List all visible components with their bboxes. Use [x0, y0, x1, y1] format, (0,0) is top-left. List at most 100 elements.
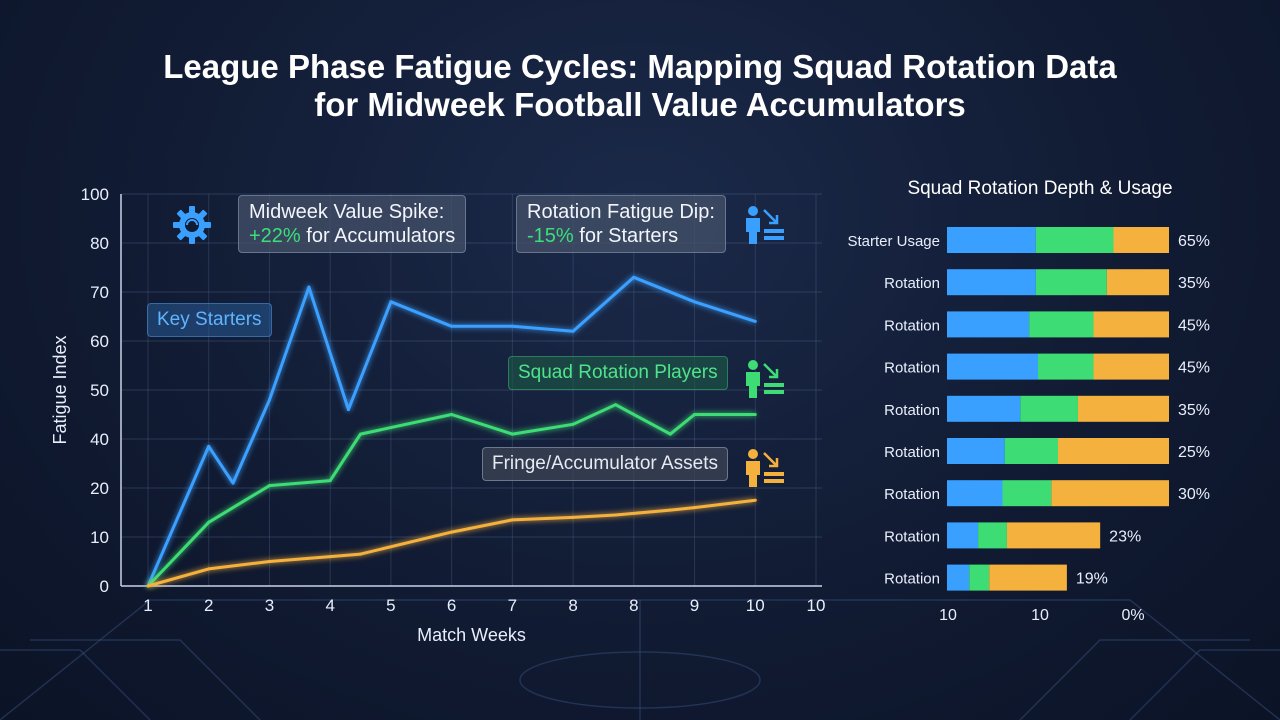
x-tick-label: 4 — [325, 596, 334, 615]
spike-callout-text: for Accumulators — [300, 225, 456, 247]
series-point-2 — [571, 515, 575, 519]
gear-icon — [173, 206, 211, 244]
series-label-fringe-assets: Fringe/Accumulator Assets — [482, 447, 728, 481]
starter-player-icon — [746, 206, 784, 244]
bar-segment — [947, 522, 979, 549]
bar-value-label: 65% — [1178, 233, 1210, 250]
bar-segment — [1004, 438, 1058, 464]
series-point-2 — [450, 530, 454, 534]
series-point-0 — [693, 300, 697, 304]
bar-value-label: 30% — [1178, 486, 1210, 503]
series-point-1 — [510, 432, 514, 436]
x-axis-label: Match Weeks — [417, 625, 526, 645]
bar-segment — [1038, 353, 1094, 380]
bar-segment — [969, 564, 990, 591]
bar-segment — [1035, 227, 1114, 253]
bar-segment — [1002, 480, 1052, 507]
bar-segment — [1029, 311, 1094, 338]
bar-segment — [947, 564, 970, 591]
bar-category-label: Starter Usage — [847, 233, 940, 250]
series-point-1 — [359, 432, 363, 436]
x-tick-label: 7 — [508, 596, 517, 615]
bar-value-label: 35% — [1178, 402, 1210, 419]
series-point-0 — [450, 324, 454, 328]
series-point-1 — [668, 432, 672, 436]
series-line-1 — [146, 403, 756, 588]
line-chart-axes — [120, 194, 822, 587]
bar-chart-labels: Starter Usage 65% Rotation 35% Rotation 45% Ro… — [847, 233, 1210, 624]
y-tick-label: 40 — [90, 430, 109, 449]
bar-value-label: 19% — [1076, 571, 1108, 588]
series-point-1 — [267, 484, 271, 488]
y-tick-label: 10 — [90, 528, 109, 547]
series-point-1 — [753, 413, 757, 416]
bar-segment — [1006, 522, 1101, 549]
bar-value-label: 45% — [1178, 360, 1210, 377]
series-point-2 — [668, 508, 672, 512]
series-point-2 — [753, 498, 757, 502]
line-chart-series — [146, 275, 757, 588]
title-line-1: League Phase Fatigue Cycles: Mapping Squ… — [163, 48, 1117, 85]
x-tick-label: 1 — [143, 596, 152, 615]
series-point-1 — [450, 413, 454, 416]
y-tick-label: 50 — [90, 381, 109, 400]
series-label-key-starters: Key Starters — [147, 303, 272, 337]
series-point-2 — [328, 555, 332, 559]
bar-segment — [1113, 227, 1169, 253]
series-point-1 — [207, 520, 211, 524]
series-point-2 — [614, 513, 618, 517]
y-tick-label: 70 — [90, 283, 109, 302]
y-tick-label: 0 — [100, 577, 109, 596]
bar-value-label: 45% — [1178, 317, 1210, 334]
x-tick-label: 8 — [629, 596, 638, 615]
series-point-0 — [267, 398, 271, 402]
page-title: League Phase Fatigue Cycles: Mapping Squ… — [0, 48, 1280, 124]
series-point-0 — [389, 300, 393, 304]
bar-segment — [1093, 353, 1169, 380]
bar-category-label: Rotation — [884, 402, 940, 419]
bar-category-label: Rotation — [884, 360, 940, 377]
bar-segment — [989, 564, 1067, 591]
series-point-0 — [231, 481, 235, 485]
x-tick-label: 8 — [568, 596, 577, 615]
bar-segment — [1093, 311, 1169, 338]
bar-segment — [947, 395, 1021, 422]
rotation-player-icon — [746, 360, 784, 398]
bar-x-tick-label: 0% — [1121, 607, 1144, 624]
series-point-0 — [632, 275, 636, 279]
series-point-1 — [328, 479, 332, 483]
x-tick-label: 10 — [746, 596, 765, 615]
series-point-0 — [207, 444, 211, 448]
bar-x-tick-label: 10 — [1031, 607, 1049, 624]
x-tick-label: 2 — [204, 596, 213, 615]
spike-callout-title: Midweek Value Spike: — [249, 201, 445, 223]
series-point-0 — [307, 285, 311, 289]
bar-segment — [978, 522, 1007, 549]
bar-segment — [1035, 269, 1107, 296]
x-tick-label: 3 — [265, 596, 274, 615]
bar-segment — [1051, 480, 1169, 507]
midweek-spike-callout: Midweek Value Spike: +22% for Accumulato… — [238, 195, 467, 253]
series-point-0 — [753, 319, 757, 323]
x-tick-label: 9 — [690, 596, 699, 615]
bar-category-label: Rotation — [884, 571, 940, 588]
bar-segment — [1106, 269, 1169, 296]
series-point-1 — [614, 403, 618, 407]
series-point-2 — [146, 584, 150, 588]
series-point-1 — [693, 413, 697, 416]
bar-category-label: Rotation — [884, 275, 940, 292]
bar-category-label: Rotation — [884, 528, 940, 545]
series-point-2 — [693, 506, 697, 510]
bar-segment — [947, 438, 1005, 464]
series-point-2 — [267, 560, 271, 563]
series-point-0 — [571, 329, 575, 333]
bar-x-tick-label: 10 — [939, 607, 957, 624]
dip-callout-text: for Starters — [573, 225, 679, 247]
series-point-2 — [207, 567, 211, 571]
y-axis-label: Fatigue Index — [50, 335, 70, 444]
bar-segment — [947, 227, 1036, 253]
bar-value-label: 23% — [1109, 528, 1141, 545]
